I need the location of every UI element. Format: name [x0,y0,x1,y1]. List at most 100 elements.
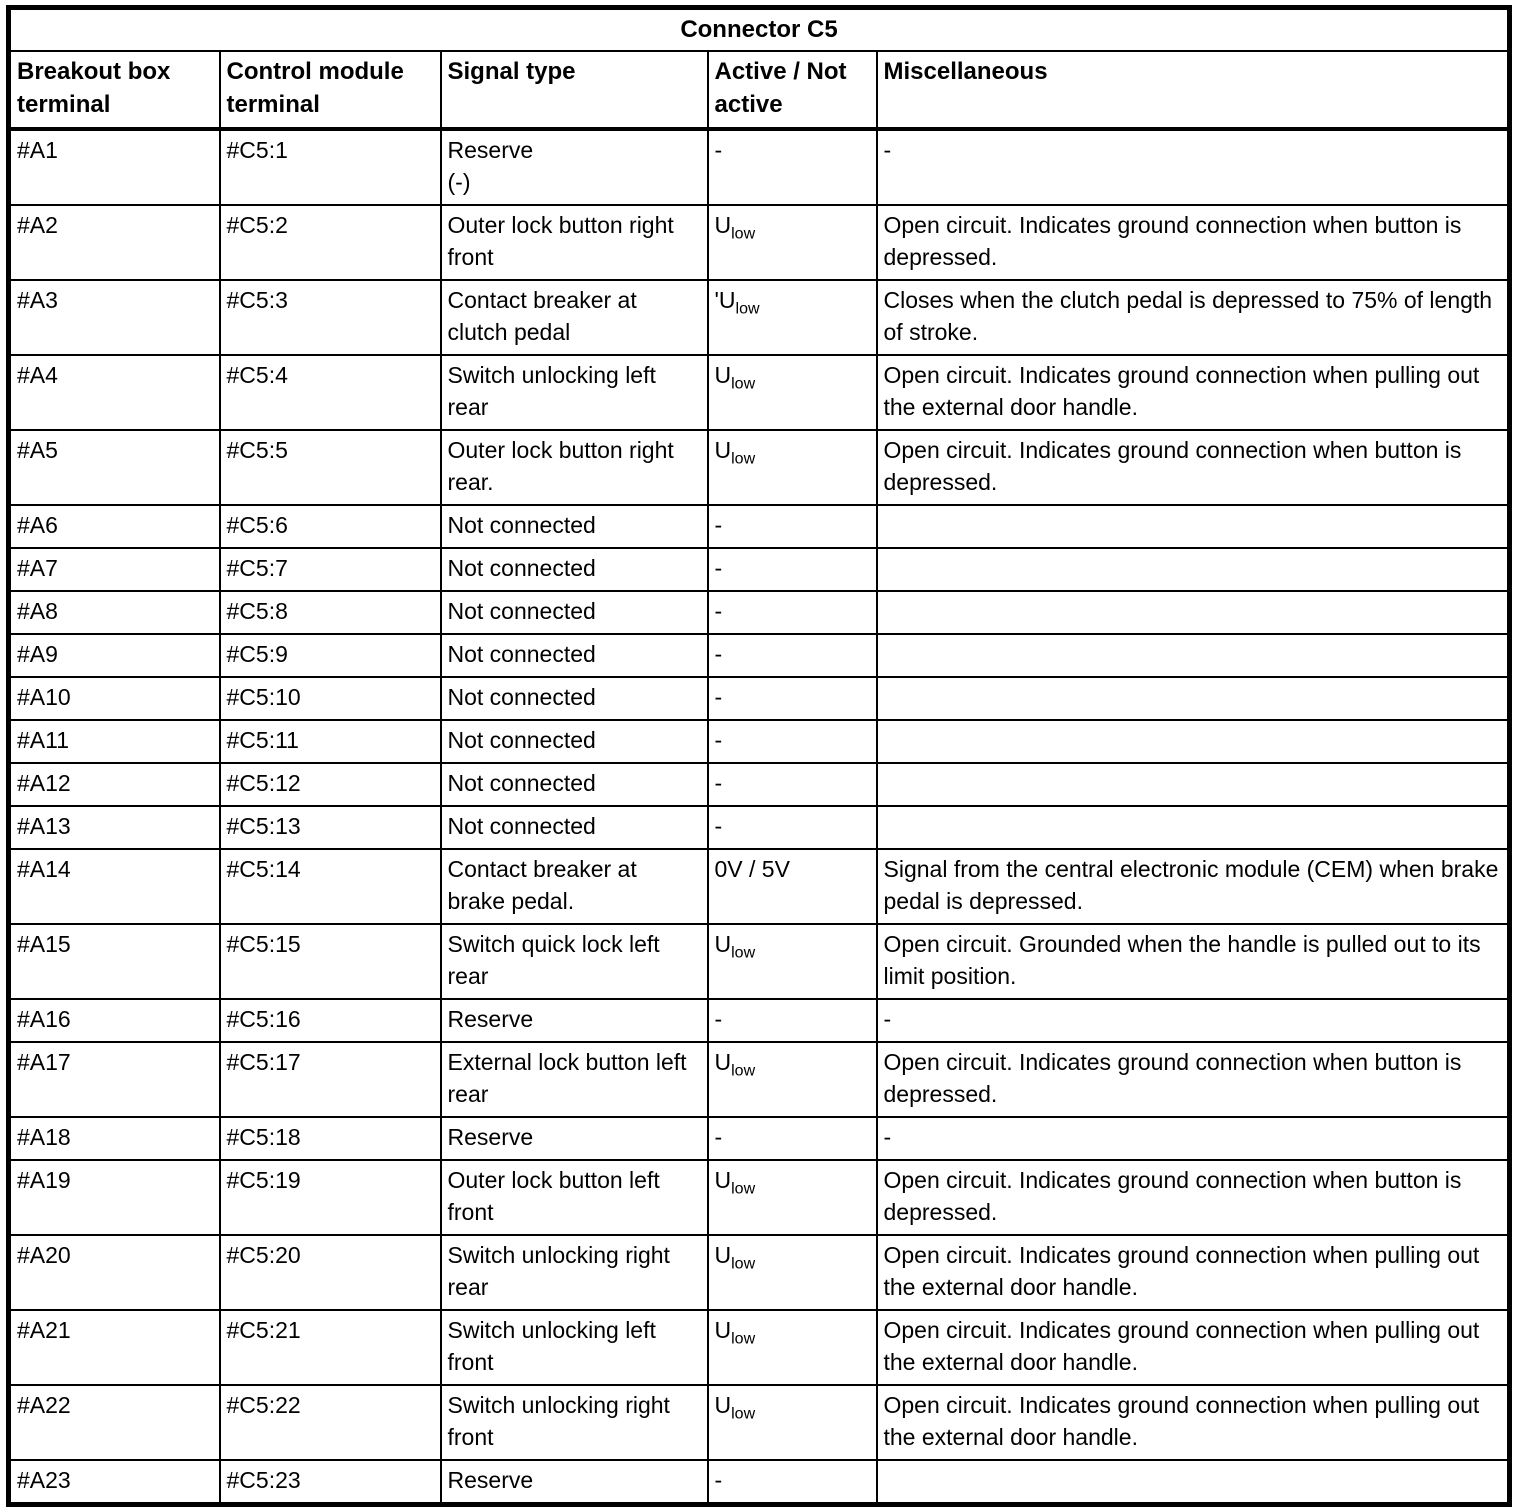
connector-c5-table: Connector C5 Breakout box terminal Contr… [6,5,1512,1507]
miscellaneous-value: Open circuit. Indicates ground connectio… [883,1317,1480,1375]
cell-signal-type: Not connected [439,676,709,721]
breakout-terminal-value: #A19 [17,1167,71,1193]
signal-type-value: Reserve [447,1124,534,1150]
cell-signal-type: Reserve [439,998,709,1043]
active-state-value: - [714,555,723,581]
cell-module-terminal: #C5:13 [218,805,442,850]
cell-signal-type: Switch unlocking left rear [439,354,709,431]
module-terminal-value: #C5:3 [226,287,288,313]
table-row: #A11 #C5:11 Not connected - [7,719,1511,764]
active-state-value: U [714,437,732,463]
module-terminal-value: #C5:1 [226,137,288,163]
breakout-terminal-value: #A20 [17,1242,71,1268]
table-header-row: Breakout box terminal Control module ter… [7,50,1511,131]
table-row: #A21 #C5:21 Switch unlocking left front … [7,1309,1511,1386]
active-state-value: - [714,512,723,538]
cell-active-state: - [706,719,878,764]
miscellaneous-value: Signal from the central electronic modul… [883,856,1499,914]
module-terminal-value: #C5:20 [226,1242,301,1268]
cell-active-state: Ulow [706,1309,878,1386]
table-row: #A15 #C5:15 Switch quick lock left rear … [7,923,1511,1000]
breakout-terminal-value: #A22 [17,1392,71,1418]
cell-miscellaneous: Open circuit. Indicates ground connectio… [875,1159,1511,1236]
signal-type-value: Outer lock button right front [447,212,674,270]
cell-miscellaneous [875,676,1511,721]
cell-miscellaneous [875,504,1511,549]
module-terminal-value: #C5:15 [226,931,301,957]
module-terminal-value: #C5:14 [226,856,301,882]
miscellaneous-value: Open circuit. Indicates ground connectio… [883,1049,1462,1107]
header-miscellaneous: Miscellaneous [875,50,1511,131]
cell-active-state: Ulow [706,1159,878,1236]
active-state-subscript: low [731,1180,756,1198]
cell-module-terminal: #C5:16 [218,998,442,1043]
cell-breakout-terminal: #A7 [7,547,221,592]
cell-breakout-terminal: #A3 [7,279,221,356]
breakout-terminal-value: #A10 [17,684,71,710]
table-row: #A5 #C5:5 Outer lock button right rear. … [7,429,1511,506]
module-terminal-value: #C5:4 [226,362,288,388]
cell-active-state: 'Ulow [706,279,878,356]
signal-type-value: Contact breaker at brake pedal. [447,856,637,914]
cell-breakout-terminal: #A10 [7,676,221,721]
signal-type-value: Not connected [447,598,596,624]
breakout-terminal-value: #A7 [17,555,58,581]
module-terminal-value: #C5:11 [226,727,299,753]
cell-miscellaneous: Open circuit. Indicates ground connectio… [875,1384,1511,1461]
signal-type-value: Switch unlocking right front [447,1392,670,1450]
active-state-value: - [714,137,723,163]
cell-miscellaneous: Open circuit. Indicates ground connectio… [875,1041,1511,1118]
active-state-subscript: low [735,300,760,318]
cell-miscellaneous: Open circuit. Indicates ground connectio… [875,204,1511,281]
cell-module-terminal: #C5:10 [218,676,442,721]
module-terminal-value: #C5:16 [226,1006,301,1032]
active-state-value: U [714,931,732,957]
miscellaneous-value: Open circuit. Grounded when the handle i… [883,931,1481,989]
table-title: Connector C5 [7,6,1511,52]
cell-active-state: Ulow [706,1234,878,1311]
table-row: #A17 #C5:17 External lock button left re… [7,1041,1511,1118]
cell-signal-type: Switch unlocking right front [439,1384,709,1461]
cell-module-terminal: #C5:8 [218,590,442,635]
module-terminal-value: #C5:18 [226,1124,301,1150]
active-state-value: U [714,1392,732,1418]
signal-type-value: Not connected [447,770,596,796]
cell-breakout-terminal: #A1 [7,128,221,206]
active-state-value: 0V / 5V [714,856,790,882]
table-body: #A1 #C5:1 Reserve (-) - - #A2 #C5:2 Oute… [7,128,1511,1506]
header-signal-type: Signal type [439,50,709,131]
table-row: #A1 #C5:1 Reserve (-) - - [7,128,1511,206]
table-row: #A2 #C5:2 Outer lock button right front … [7,204,1511,281]
cell-breakout-terminal: #A6 [7,504,221,549]
cell-active-state: - [706,998,878,1043]
active-state-value: - [714,770,723,796]
table-row: #A7 #C5:7 Not connected - [7,547,1511,592]
cell-active-state: - [706,805,878,850]
cell-signal-type: Not connected [439,762,709,807]
module-terminal-value: #C5:10 [226,684,301,710]
cell-breakout-terminal: #A23 [7,1459,221,1506]
breakout-terminal-value: #A1 [17,137,58,163]
cell-signal-type: Not connected [439,590,709,635]
miscellaneous-value: - [883,137,892,163]
active-state-value: - [714,1124,723,1150]
breakout-terminal-value: #A9 [17,641,58,667]
signal-type-value: Reserve (-) [447,137,534,195]
breakout-terminal-value: #A2 [17,212,58,238]
signal-type-value: Switch unlocking left rear [447,362,656,420]
cell-module-terminal: #C5:3 [218,279,442,356]
cell-signal-type: Contact breaker at clutch pedal [439,279,709,356]
table-row: #A12 #C5:12 Not connected - [7,762,1511,807]
cell-active-state: 0V / 5V [706,848,878,925]
cell-breakout-terminal: #A21 [7,1309,221,1386]
breakout-terminal-value: #A5 [17,437,58,463]
cell-module-terminal: #C5:18 [218,1116,442,1161]
cell-signal-type: Reserve (-) [439,128,709,206]
cell-active-state: Ulow [706,1041,878,1118]
module-terminal-value: #C5:2 [226,212,288,238]
breakout-terminal-value: #A12 [17,770,71,796]
signal-type-value: Outer lock button right rear. [447,437,674,495]
cell-module-terminal: #C5:7 [218,547,442,592]
cell-active-state: - [706,762,878,807]
table-row: #A8 #C5:8 Not connected - [7,590,1511,635]
